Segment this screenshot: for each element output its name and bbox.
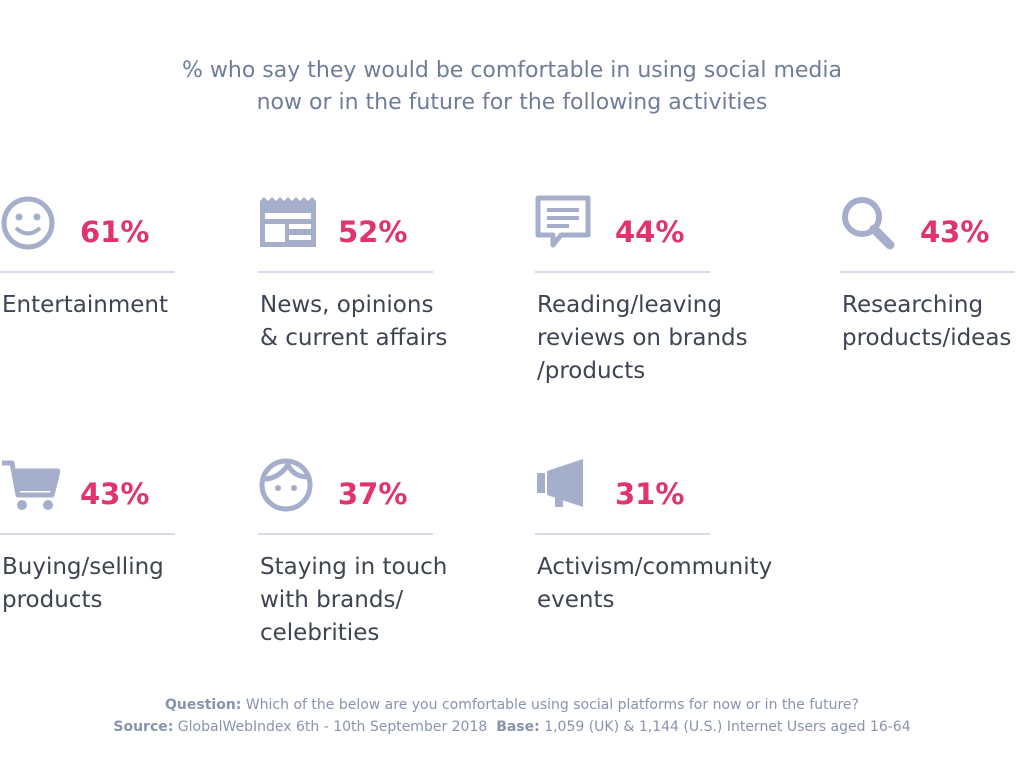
percentage: 61%	[80, 215, 150, 249]
label-line: Researching	[842, 292, 984, 318]
divider	[258, 533, 433, 535]
icon	[537, 459, 583, 507]
icon	[260, 197, 316, 247]
activity-label: Reading/leaving reviews on brands/product…	[537, 289, 748, 388]
label-line: /products	[537, 358, 646, 384]
percentage: 31%	[615, 477, 685, 511]
percentage: 44%	[615, 215, 685, 249]
icon	[842, 197, 895, 250]
activity-label: Buying/selling products	[2, 551, 164, 617]
icon	[2, 460, 60, 510]
percentage: 43%	[80, 477, 150, 511]
divider	[535, 271, 710, 273]
label-line: & current affairs	[260, 325, 448, 351]
activity-label: Entertainment	[2, 289, 168, 322]
text: GlobalWebIndex 6th - 10th September 2018	[177, 719, 488, 735]
label: Question:	[165, 697, 242, 713]
label-line: celebrities	[260, 620, 380, 646]
label-line: products/ideas	[842, 325, 1012, 351]
title-line: now or in the future for the following a…	[256, 90, 768, 115]
label-line: Buying/selling	[2, 554, 164, 580]
icon	[535, 195, 591, 248]
divider	[258, 271, 433, 273]
footer-question: Question: Which of the below are you com…	[0, 697, 1024, 713]
activity-label: News, opinions & current affairs	[260, 289, 447, 355]
percentage: 52%	[338, 215, 408, 249]
text: 1,059 (UK) & 1,144 (U.S.) Internet Users…	[544, 719, 911, 735]
label-line: Staying in touch	[260, 554, 448, 580]
label: Base:	[496, 719, 540, 735]
icon	[259, 458, 313, 512]
label-line: Entertainment	[2, 292, 168, 318]
label-line: events	[537, 587, 615, 613]
label-line: News, opinions	[260, 292, 434, 318]
activity-label: Staying in touch with brands/celebrities	[260, 551, 447, 650]
title-line: % who say they would be comfortable in u…	[182, 58, 842, 83]
label-line: Reading/leaving	[537, 292, 722, 318]
label: Source:	[113, 719, 174, 735]
label-line: Activism/community	[537, 554, 773, 580]
icon	[1, 196, 55, 250]
divider	[840, 271, 1015, 273]
activity-label: Researching products/ideas	[842, 289, 1011, 355]
label-line: reviews on brands	[537, 325, 748, 351]
activity-label: Activism/community events	[537, 551, 772, 617]
divider	[0, 533, 175, 535]
divider	[535, 533, 710, 535]
divider	[0, 271, 175, 273]
percentage: 43%	[920, 215, 990, 249]
label-line: products	[2, 587, 103, 613]
text: Which of the below are you comfortable u…	[245, 697, 859, 713]
percentage: 37%	[338, 477, 408, 511]
label-line: with brands/	[260, 587, 404, 613]
footer-source: Source: GlobalWebIndex 6th - 10th Septem…	[0, 719, 1024, 735]
